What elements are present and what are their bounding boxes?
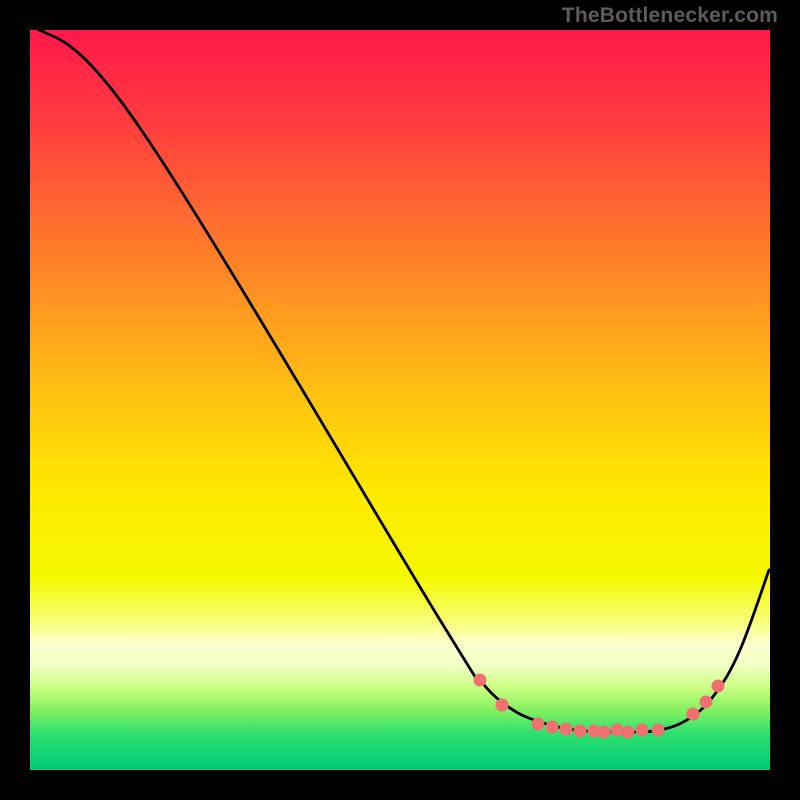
curve-marker: [687, 708, 700, 721]
watermark-text: TheBottlenecker.com: [562, 4, 778, 28]
chart-container: { "watermark": { "text": "TheBottlenecke…: [0, 0, 800, 800]
curve-marker: [532, 718, 545, 731]
curve-marker: [496, 699, 509, 712]
curve-marker: [560, 723, 573, 736]
curve-marker: [546, 721, 559, 734]
plot-background: [30, 30, 770, 770]
bottleneck-chart: [0, 0, 800, 800]
curve-marker: [574, 725, 587, 738]
curve-marker: [622, 726, 635, 739]
curve-marker: [652, 724, 665, 737]
curve-marker: [712, 680, 725, 693]
curve-marker: [598, 726, 611, 739]
curve-marker: [700, 696, 713, 709]
curve-marker: [474, 674, 487, 687]
curve-marker: [611, 724, 624, 737]
curve-marker: [636, 724, 649, 737]
